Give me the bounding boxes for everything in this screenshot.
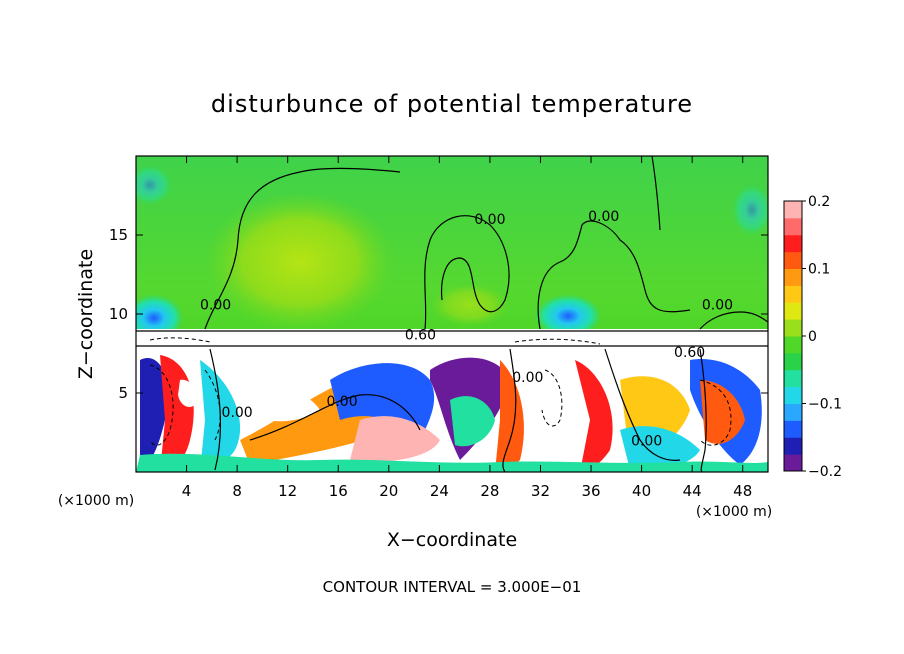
colorbar-swatch	[784, 437, 802, 455]
contour-label: 0.00	[222, 405, 253, 421]
colorbar-swatch	[784, 386, 802, 404]
colorbar-swatch	[784, 217, 802, 236]
positive-anomaly-blob-small	[430, 283, 510, 327]
colorbar-swatch	[784, 268, 802, 286]
chart-title: disturbunce of potential temperature	[211, 90, 693, 118]
contour-label: 0.00	[474, 212, 505, 228]
colorbar-swatch	[784, 336, 802, 354]
plot-area	[136, 156, 768, 472]
x-tick-label: 48	[733, 482, 752, 500]
x-tick-label: 44	[683, 482, 702, 500]
inversion-band	[136, 329, 768, 349]
x-tick-label: 4	[182, 482, 192, 500]
lower-layer-contours	[209, 348, 707, 472]
upper-zero-contours	[204, 156, 768, 330]
x-axis-label: X−coordinate	[387, 529, 517, 551]
y-axis: 5 10 15	[109, 226, 768, 402]
colorbar-tick-label: −0.1	[808, 397, 842, 413]
colorbar-swatch	[784, 454, 802, 472]
x-tick-label: 40	[632, 482, 651, 500]
positive-anomaly-blob	[205, 192, 395, 332]
contour-label: 0.00	[200, 298, 231, 314]
negative-anomaly-blob-center	[534, 294, 602, 338]
x-tick-label: 28	[480, 482, 499, 500]
colorbar-swatch	[784, 369, 802, 388]
colorbar-swatch	[784, 251, 802, 269]
colorbar-swatch	[784, 285, 802, 303]
y-tick-label: 5	[118, 384, 128, 402]
colorbar-swatch	[784, 319, 802, 337]
x-tick-label: 16	[329, 482, 348, 500]
colorbar-tick-label: 0	[808, 329, 817, 345]
contour-interval-footer: CONTOUR INTERVAL = 3.000E−01	[323, 578, 582, 596]
x-unit-label-left: (×1000 m)	[58, 493, 134, 509]
colorbar-swatch	[784, 352, 802, 371]
inversion-contour	[136, 330, 768, 347]
contour-label: 0.00	[631, 433, 662, 449]
contour-label: 0.00	[588, 209, 619, 225]
contour-labels: 0.00 0.00 0.00 0.00 0.60 0.60 0.00 0.00 0.00 0.00	[200, 209, 733, 449]
contour-label: 0.00	[326, 394, 357, 410]
contour-label: 0.00	[702, 298, 733, 314]
colorbar-swatch	[784, 420, 802, 438]
y-tick-label: 10	[109, 305, 128, 323]
x-tick-label: 36	[581, 482, 600, 500]
colorbar-swatch	[784, 403, 802, 421]
colorbar-swatch	[784, 201, 802, 219]
colorbar-swatch	[784, 302, 802, 320]
x-tick-label: 24	[430, 482, 449, 500]
x-tick-label: 12	[278, 482, 297, 500]
contour-label: 0.60	[405, 328, 436, 344]
y-axis-label: Z−coordinate	[75, 249, 97, 379]
lower-layer-anomalies	[136, 355, 768, 472]
colorbar-swatch	[784, 234, 802, 253]
x-tick-label: 32	[531, 482, 550, 500]
colorbar-tick-label: −0.2	[808, 464, 842, 480]
contour-label: 0.60	[674, 345, 705, 361]
x-unit-label-right: (×1000 m)	[696, 504, 772, 520]
negative-anomaly-blob-right	[732, 184, 768, 236]
x-tick-label: 20	[379, 482, 398, 500]
y-tick-label: 15	[109, 226, 128, 244]
negative-anomaly-blob-top	[136, 165, 172, 205]
x-axis: 4 8 12 16 20 24 28 32 36 40 44 48	[182, 156, 752, 500]
contour-label: 0.00	[512, 370, 543, 386]
colorbar-tick-label: 0.1	[808, 262, 830, 278]
x-tick-label: 8	[232, 482, 242, 500]
colorbar-tick-label: 0.2	[808, 194, 830, 210]
colorbar: 0.2 0.1 0 −0.1 −0.2	[783, 194, 842, 480]
